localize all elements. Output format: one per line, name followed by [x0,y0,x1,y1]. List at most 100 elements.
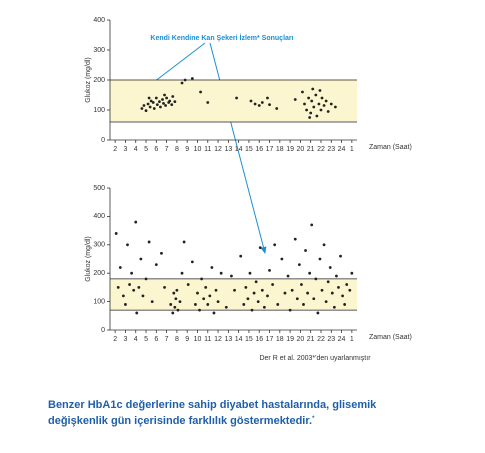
data-point [148,105,152,109]
data-point [248,271,252,275]
x-tick-label: 7 [165,146,169,153]
x-tick-label: 23 [327,146,335,153]
data-point [329,102,333,106]
data-point [246,297,250,301]
data-point [121,294,125,298]
data-point [235,96,238,100]
y-tick-label: 400 [93,17,105,24]
data-point [239,254,243,258]
data-point [190,77,194,80]
data-point [173,305,177,309]
data-point [319,108,323,112]
data-point [178,300,182,303]
data-point [152,107,156,110]
data-point [202,297,206,301]
data-point [146,102,150,106]
x-tick-label: 18 [276,146,284,153]
data-point [286,274,290,278]
x-axis-label: Zaman (Saat) [369,144,412,151]
data-point [324,300,328,303]
data-point [230,274,233,278]
arrow [209,42,267,254]
data-point [297,263,301,267]
x-tick-label: 23 [327,336,335,343]
data-point [315,114,319,118]
data-point [266,294,269,298]
data-point [322,104,326,107]
caption-line: Benzer HbA1c değerlerine sahip diyabet h… [48,399,377,411]
data-point [162,102,165,105]
data-point [169,303,173,306]
x-tick-label: 6 [154,336,158,343]
data-point [180,81,184,85]
x-tick-label: 3 [123,336,127,343]
x-tick-label: 17 [266,146,274,153]
data-point [137,286,141,289]
data-point [307,96,311,100]
data-point [316,311,320,315]
data-point [151,101,155,104]
x-tick-label: 10 [194,146,202,153]
data-point [147,96,151,100]
x-tick-label: 24 [338,336,346,343]
data-point [350,271,354,275]
data-point [159,105,162,109]
x-tick-label: 7 [165,336,169,343]
x-tick-label: 21 [307,146,315,153]
data-point [314,277,318,281]
data-point [175,288,179,292]
data-point [280,257,284,261]
data-point [165,96,169,100]
x-tick-label: 15 [245,146,253,153]
data-point [262,305,266,309]
data-point [320,288,324,292]
data-point [163,286,166,289]
data-point [135,311,139,315]
data-point [190,260,194,264]
data-point [305,108,308,112]
data-point [126,243,129,247]
data-point [244,286,248,289]
x-tick-label: 20 [296,146,304,153]
data-point [275,107,279,110]
data-point [258,246,262,250]
data-point [224,305,228,309]
data-point [139,257,143,261]
data-point [290,288,294,292]
data-point [326,280,330,284]
caption-note: * [312,416,315,422]
data-point [196,291,199,295]
data-point [150,300,154,303]
data-point [341,294,344,298]
data-point [144,277,148,281]
data-point [130,271,134,275]
data-point [210,266,214,269]
data-point [252,291,256,295]
data-point [273,243,277,247]
data-point [172,291,176,295]
data-point [253,102,257,106]
data-point [309,111,313,115]
data-point [212,311,216,315]
x-tick-label: 8 [175,146,179,153]
y-tick-label: 200 [93,270,105,277]
caption-line: değişkenlik gün içerisinde farklılık gös… [48,415,315,427]
data-point [330,291,334,295]
data-point [266,96,269,100]
data-point [173,100,177,103]
data-point [310,99,314,103]
data-point [335,274,338,278]
data-point [311,87,315,91]
data-point [171,95,175,98]
data-point [326,110,330,113]
data-point [293,237,297,241]
data-point [160,251,163,255]
data-point [199,90,202,94]
data-point [345,283,349,286]
x-tick-label: 4 [134,336,138,343]
data-point [343,303,347,306]
data-point [154,263,158,267]
data-point [180,271,184,275]
data-point [318,89,322,92]
x-tick-label: 22 [317,146,325,153]
